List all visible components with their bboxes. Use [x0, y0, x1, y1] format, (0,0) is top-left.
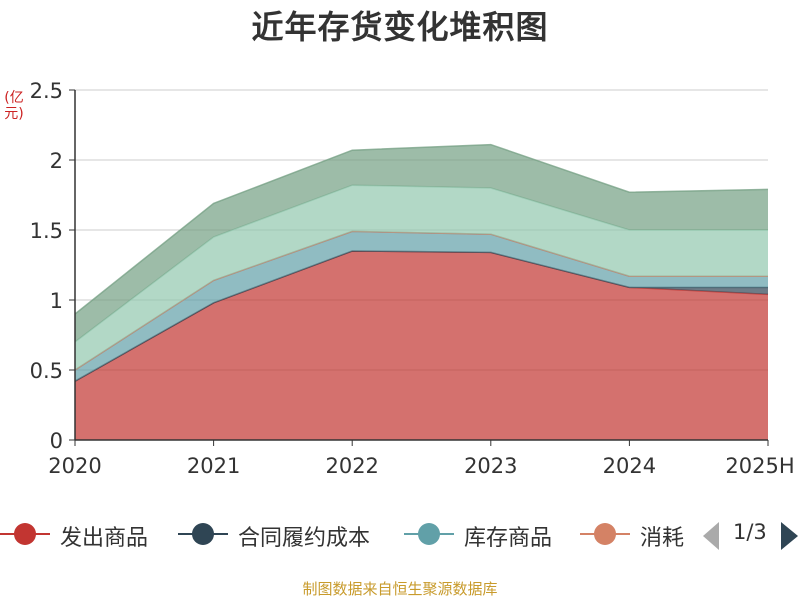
- area-series-5: [75, 144, 768, 342]
- y-tick-label: 1: [50, 289, 63, 313]
- area-series-0: [75, 251, 768, 440]
- legend-label: 合同履约成本: [238, 526, 371, 551]
- legend-page-indicator: 1/3: [733, 520, 767, 544]
- y-tick-label: 2.5: [30, 79, 63, 103]
- legend-label: 消耗: [640, 526, 685, 551]
- data-source-note: 制图数据来自恒生聚源数据库: [302, 580, 498, 598]
- legend-label: 库存商品: [464, 526, 553, 551]
- x-tick-label: 2022: [325, 454, 378, 478]
- y-tick-label: 0.5: [30, 359, 63, 383]
- prev-page-arrow-icon[interactable]: [702, 520, 722, 552]
- x-tick-label: 2024: [603, 454, 656, 478]
- legend-marker-icon: [580, 523, 630, 545]
- y-tick-label: 0: [50, 429, 63, 453]
- y-tick-label: 2: [50, 149, 63, 173]
- x-tick-label: 2025H: [725, 454, 794, 478]
- legend-marker-icon: [178, 523, 228, 545]
- y-tick-label: 1.5: [30, 219, 63, 243]
- area-series-line-5: [74, 143, 769, 315]
- x-tick-label: 2023: [464, 454, 517, 478]
- legend-marker-icon: [404, 523, 454, 545]
- legend: 发出商品 合同履约成本 库存商品 消耗: [0, 514, 800, 554]
- y-axis-unit-label: (亿元): [4, 90, 24, 122]
- next-page-arrow-icon[interactable]: [780, 520, 800, 552]
- x-tick-label: 2020: [48, 454, 101, 478]
- x-tick-label: 2021: [187, 454, 240, 478]
- axes: 0 0.5 1 1.5 2 2.5 2020 2021 2022 2023 2024 2025H: [30, 79, 795, 478]
- legend-label: 发出商品: [60, 526, 149, 551]
- chart-title: 近年存货变化堆积图: [251, 8, 549, 46]
- area-series: [74, 143, 769, 440]
- legend-marker-icon: [0, 523, 50, 545]
- area-series-4: [75, 185, 768, 370]
- legend-pager: 1/3: [700, 514, 800, 554]
